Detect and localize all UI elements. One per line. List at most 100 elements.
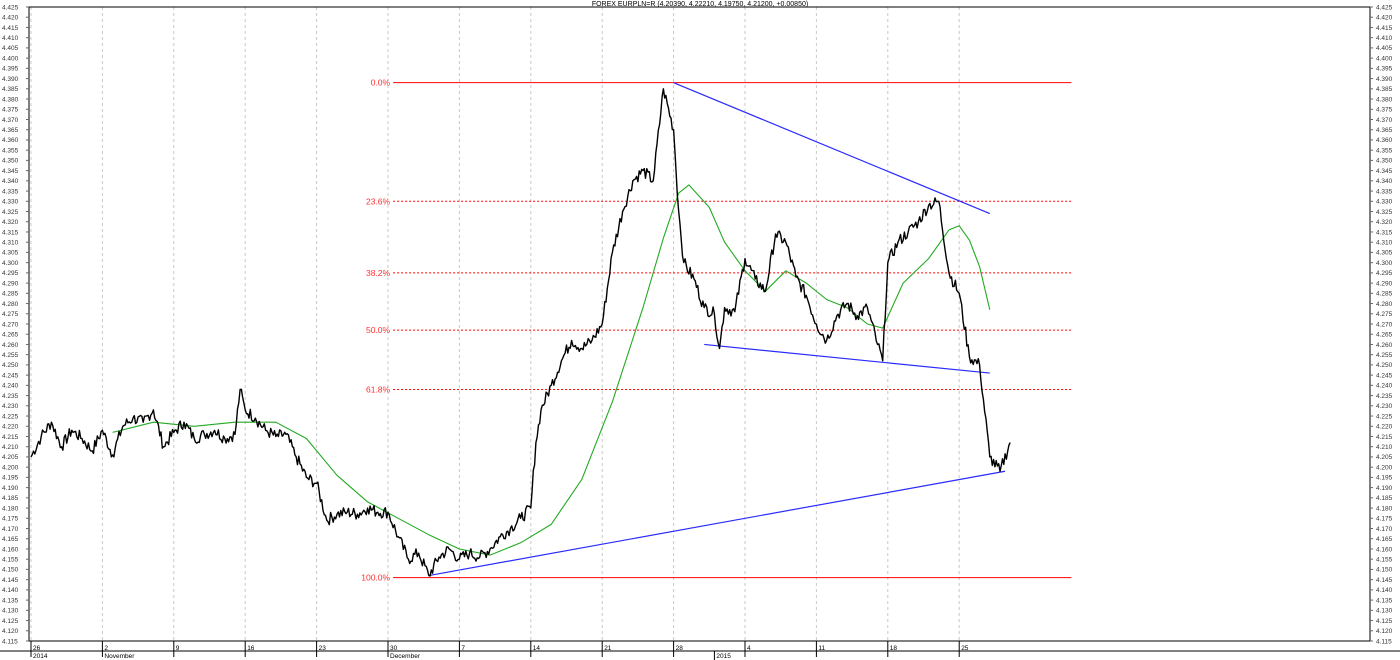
y-tick-label: 4.325 bbox=[1376, 209, 1393, 216]
y-tick-label: 4.355 bbox=[2, 147, 19, 154]
y-tick-label: 4.205 bbox=[2, 454, 19, 461]
fibonacci-label: 0.0% bbox=[371, 78, 391, 88]
y-tick-label: 4.175 bbox=[2, 516, 19, 523]
y-tick-label: 4.390 bbox=[2, 76, 19, 83]
y-tick-label: 4.155 bbox=[2, 556, 19, 563]
y-tick-label: 4.230 bbox=[2, 403, 19, 410]
x-tick-label: 7 bbox=[461, 645, 465, 652]
y-tick-label: 4.185 bbox=[1376, 495, 1393, 502]
y-tick-label: 4.210 bbox=[2, 444, 19, 451]
x-period-label: 2015 bbox=[716, 653, 731, 660]
y-tick-label: 4.245 bbox=[1376, 372, 1393, 379]
y-tick-label: 4.340 bbox=[2, 178, 19, 185]
y-tick-label: 4.155 bbox=[1376, 556, 1393, 563]
y-tick-label: 4.270 bbox=[1376, 321, 1393, 328]
y-tick-label: 4.200 bbox=[2, 464, 19, 471]
y-tick-label: 4.420 bbox=[1376, 15, 1393, 22]
y-tick-label: 4.265 bbox=[2, 332, 19, 339]
y-tick-label: 4.300 bbox=[1376, 260, 1393, 267]
y-tick-label: 4.160 bbox=[2, 546, 19, 553]
y-tick-label: 4.275 bbox=[1376, 311, 1393, 318]
y-tick-label: 4.165 bbox=[2, 536, 19, 543]
y-tick-label: 4.335 bbox=[1376, 188, 1393, 195]
y-tick-label: 4.115 bbox=[1376, 638, 1392, 645]
y-tick-label: 4.315 bbox=[2, 229, 19, 236]
fibonacci-label: 23.6% bbox=[366, 196, 391, 206]
fibonacci-levels: 0.0% 23.6% 38.2% 50.0% 61.8% 100.0% bbox=[361, 78, 1072, 583]
y-tick-label: 4.160 bbox=[1376, 546, 1393, 553]
x-tick-label: 9 bbox=[176, 645, 180, 652]
y-tick-label: 4.130 bbox=[1376, 608, 1393, 615]
grid bbox=[30, 7, 960, 641]
y-tick-label: 4.330 bbox=[1376, 199, 1393, 206]
y-tick-label: 4.370 bbox=[1376, 117, 1393, 124]
y-axis-left: 4.115 4.120 4.125 4.130 4.135 4.140 4.145 4.150… bbox=[2, 4, 29, 645]
y-tick-label: 4.190 bbox=[2, 485, 19, 492]
y-tick-label: 4.125 bbox=[1376, 618, 1393, 625]
y-tick-label: 4.200 bbox=[1376, 464, 1393, 471]
y-tick-label: 4.320 bbox=[1376, 219, 1393, 226]
y-tick-label: 4.250 bbox=[1376, 362, 1393, 369]
y-tick-label: 4.340 bbox=[1376, 178, 1393, 185]
y-tick-label: 4.275 bbox=[2, 311, 19, 318]
plot-frame bbox=[0, 6, 1400, 652]
y-tick-label: 4.380 bbox=[2, 96, 19, 103]
y-tick-label: 4.205 bbox=[1376, 454, 1393, 461]
y-tick-label: 4.370 bbox=[2, 117, 19, 124]
y-tick-label: 4.310 bbox=[1376, 239, 1393, 246]
y-tick-label: 4.325 bbox=[2, 209, 19, 216]
y-tick-label: 4.260 bbox=[1376, 342, 1393, 349]
y-tick-label: 4.425 bbox=[2, 4, 19, 11]
x-tick-label: 30 bbox=[390, 645, 398, 652]
y-tick-label: 4.130 bbox=[2, 608, 19, 615]
price-line bbox=[30, 88, 1011, 577]
y-tick-label: 4.175 bbox=[1376, 516, 1393, 523]
y-tick-label: 4.135 bbox=[2, 597, 19, 604]
fibonacci-label: 38.2% bbox=[366, 268, 391, 278]
y-tick-label: 4.270 bbox=[2, 321, 19, 328]
y-axis-right: 4.115 4.120 4.125 4.130 4.135 4.140 4.145 4.150… bbox=[1370, 4, 1393, 645]
y-tick-label: 4.165 bbox=[1376, 536, 1393, 543]
y-tick-label: 4.375 bbox=[1376, 107, 1393, 114]
y-tick-label: 4.320 bbox=[2, 219, 19, 226]
y-tick-label: 4.150 bbox=[1376, 567, 1393, 574]
y-tick-label: 4.390 bbox=[1376, 76, 1393, 83]
trendline bbox=[673, 82, 991, 215]
y-tick-label: 4.310 bbox=[2, 239, 19, 246]
x-tick-label: 26 bbox=[33, 645, 41, 652]
y-tick-label: 4.240 bbox=[2, 383, 19, 390]
y-tick-label: 4.235 bbox=[2, 393, 19, 400]
y-tick-label: 4.195 bbox=[2, 475, 19, 482]
x-tick-label: 14 bbox=[533, 645, 541, 652]
y-tick-label: 4.170 bbox=[1376, 526, 1393, 533]
x-period-label: December bbox=[390, 653, 421, 660]
price-series bbox=[30, 88, 1011, 577]
y-tick-label: 4.395 bbox=[1376, 66, 1393, 73]
y-tick-label: 4.140 bbox=[2, 587, 19, 594]
x-tick-label: 2 bbox=[104, 645, 108, 652]
y-tick-label: 4.300 bbox=[2, 260, 19, 267]
x-tick-label: 23 bbox=[319, 645, 327, 652]
y-tick-label: 4.120 bbox=[1376, 628, 1393, 635]
y-tick-label: 4.335 bbox=[2, 188, 19, 195]
y-tick-label: 4.180 bbox=[2, 505, 19, 512]
y-tick-label: 4.195 bbox=[1376, 475, 1393, 482]
y-tick-label: 4.415 bbox=[2, 25, 19, 32]
trendline bbox=[428, 470, 1006, 577]
y-tick-label: 4.360 bbox=[1376, 137, 1393, 144]
y-tick-label: 4.295 bbox=[2, 270, 19, 277]
y-tick-label: 4.280 bbox=[1376, 301, 1393, 308]
y-tick-label: 4.240 bbox=[1376, 383, 1393, 390]
y-tick-label: 4.225 bbox=[1376, 413, 1393, 420]
y-tick-label: 4.220 bbox=[1376, 424, 1393, 431]
y-tick-label: 4.225 bbox=[2, 413, 19, 420]
trendlines bbox=[428, 82, 1006, 577]
y-tick-label: 4.290 bbox=[2, 280, 19, 287]
y-tick-label: 4.375 bbox=[2, 107, 19, 114]
moving-average-series bbox=[112, 184, 991, 556]
x-tick-label: 16 bbox=[247, 645, 255, 652]
y-tick-label: 4.140 bbox=[1376, 587, 1393, 594]
y-tick-label: 4.400 bbox=[1376, 55, 1393, 62]
y-tick-label: 4.210 bbox=[1376, 444, 1393, 451]
